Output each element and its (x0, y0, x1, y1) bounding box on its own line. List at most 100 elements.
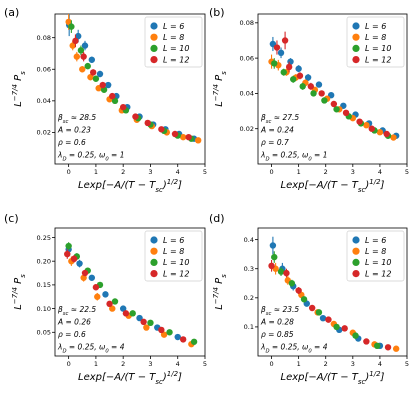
legend-marker (150, 236, 158, 244)
data-point (300, 296, 308, 303)
y-tick-label: 0.1 (244, 323, 254, 331)
annotation: βsc ≈ 22.5 (58, 305, 96, 317)
legend-marker (150, 33, 158, 41)
data-point (319, 314, 327, 322)
x-tick-label: 2 (121, 168, 125, 176)
data-point (283, 269, 290, 277)
data-point (315, 309, 323, 316)
data-point (111, 298, 119, 305)
data-point (92, 75, 100, 82)
y-tick-label: 0.04 (37, 97, 51, 105)
x-tick-label: 3 (351, 360, 355, 368)
data-point (271, 253, 278, 261)
data-point (277, 268, 285, 275)
legend-marker (352, 44, 360, 53)
legend-label: L = 10 (365, 258, 391, 267)
data-point (88, 274, 96, 281)
legend-label: L = 6 (163, 22, 184, 31)
x-tick-label: 0 (269, 168, 273, 176)
data-point (333, 323, 340, 331)
y-tick-label: 0.10 (37, 305, 51, 313)
legend-label: L = 8 (163, 33, 184, 42)
panel-label: (c) (4, 212, 19, 225)
data-point (271, 60, 278, 67)
data-point (308, 304, 316, 312)
x-tick-label: 1 (297, 360, 301, 368)
x-tick-label: 3 (351, 168, 355, 176)
annotation: λD = 0.25, ω0 = 1 (260, 151, 327, 163)
data-point (109, 305, 116, 312)
x-tick-label: 5 (203, 168, 207, 176)
data-point (68, 23, 75, 30)
data-point (363, 121, 370, 129)
legend-box (346, 230, 405, 282)
legend-box (346, 16, 405, 68)
series-l12 (273, 31, 390, 138)
annotation: βsc ≈ 27.5 (261, 113, 299, 125)
legend-label: L = 12 (163, 269, 189, 278)
legend-label: L = 10 (163, 258, 189, 267)
annotation: A = 0.23 (57, 126, 91, 135)
x-axis-label: Lexp[−A/(T − Tsc)1/2] (78, 370, 182, 386)
series-l8 (68, 256, 195, 348)
data-point (77, 47, 85, 54)
series-l10 (65, 242, 198, 345)
chart-panel-b: (b) 0 1 2 3 4 5 0.02 0.04 0.06 0.08 Lexp[−A/(T − Ts… (209, 6, 409, 194)
x-tick-label: 0 (67, 360, 71, 368)
legend-marker (352, 258, 360, 266)
data-point (341, 325, 348, 332)
x-tick-label: 1 (94, 168, 98, 176)
y-tick-label: 0.2 (244, 294, 254, 302)
data-point (277, 49, 285, 57)
legend-label: L = 8 (365, 247, 386, 256)
data-point (109, 92, 116, 100)
data-point (285, 63, 293, 71)
x-tick-label: 1 (94, 360, 98, 368)
y-tick-label: 0.08 (240, 19, 254, 27)
legend-label: L = 10 (365, 44, 391, 53)
data-point (171, 130, 179, 138)
data-point (80, 53, 87, 60)
x-tick-label: 2 (324, 360, 328, 368)
y-axis-label: L−7/4 Ps (11, 71, 27, 107)
data-point (119, 305, 127, 312)
x-axis-label: Lexp[−A/(T − Tsc)1/2] (281, 178, 385, 194)
data-point (383, 130, 390, 138)
data-point (69, 42, 76, 49)
data-point (352, 332, 359, 339)
x-tick-label: 1 (297, 168, 301, 176)
legend-marker (150, 258, 158, 266)
annotation: ρ = 0.6 (58, 330, 86, 339)
x-tick-label: 4 (378, 168, 382, 176)
data-point (281, 37, 289, 44)
data-point (104, 81, 112, 89)
data-point (356, 118, 363, 125)
data-point (119, 103, 127, 111)
x-tick-label: 4 (176, 168, 180, 176)
data-point (296, 72, 304, 79)
annotation: A = 0.26 (57, 318, 91, 327)
chart-panel-d: (d) 0 1 2 3 4 5 0.1 0.2 0.3 0.4 Lexp[−A/(T − Tsc)1/… (209, 212, 409, 386)
data-point (185, 133, 192, 141)
data-point (81, 269, 89, 277)
plot-frame (257, 227, 408, 357)
y-tick-label: 0.06 (240, 54, 254, 62)
data-point (321, 97, 328, 104)
data-point (280, 69, 287, 76)
data-point (102, 291, 109, 298)
data-point (392, 345, 400, 352)
legend-marker (150, 56, 158, 64)
annotation: λD = 0.25, ω0 = 1 (57, 151, 124, 163)
data-point (390, 134, 397, 141)
x-tick-label: 5 (405, 360, 409, 368)
legend-label: L = 12 (365, 55, 391, 64)
legend-label: L = 12 (365, 269, 391, 278)
data-point (72, 37, 79, 45)
data-point (290, 76, 297, 83)
series-l10 (271, 251, 381, 350)
x-axis-label: Lexp[−A/(T − Tsc)1/2] (281, 370, 385, 386)
data-point (342, 109, 350, 117)
legend-marker (150, 270, 158, 278)
y-tick-label: 0.15 (37, 281, 51, 289)
